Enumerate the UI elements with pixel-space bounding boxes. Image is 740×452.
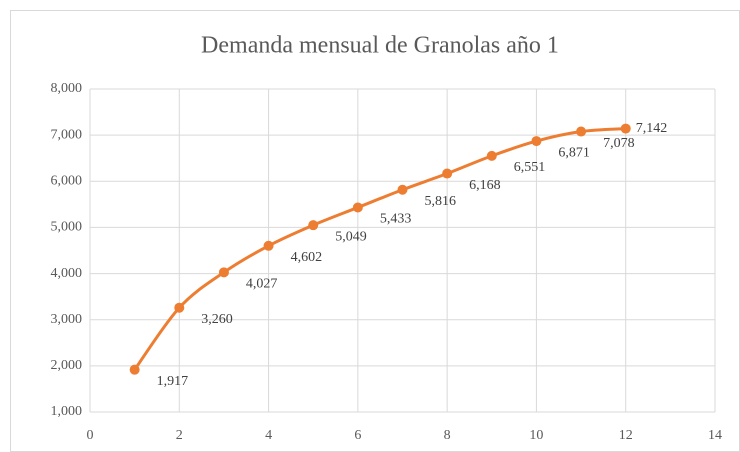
data-point	[576, 126, 587, 137]
data-label: 5,433	[380, 212, 412, 227]
data-point	[352, 202, 363, 213]
data-point	[620, 123, 631, 134]
x-tick-label: 14	[708, 428, 722, 443]
data-label: 1,917	[157, 374, 189, 389]
data-label: 7,142	[636, 121, 668, 136]
x-tick-label: 2	[176, 428, 183, 443]
data-point	[263, 240, 274, 251]
y-tick-label: 6,000	[51, 174, 83, 189]
data-label: 5,049	[335, 229, 367, 244]
data-point	[397, 184, 408, 195]
x-tick-label: 6	[354, 428, 361, 443]
x-tick-label: 8	[444, 428, 451, 443]
data-label: 6,168	[469, 178, 501, 193]
y-tick-label: 2,000	[51, 358, 83, 373]
y-tick-label: 3,000	[51, 312, 83, 327]
y-tick-label: 7,000	[51, 127, 83, 142]
data-point	[218, 267, 229, 278]
x-tick-label: 10	[529, 428, 543, 443]
data-label: 6,871	[558, 145, 590, 160]
data-label: 3,260	[201, 312, 233, 327]
chart-title: Demanda mensual de Granolas año 1	[201, 33, 559, 59]
data-label: 5,816	[425, 194, 457, 209]
y-tick-label: 8,000	[51, 81, 83, 96]
data-point	[531, 136, 542, 147]
data-label: 4,027	[246, 277, 278, 292]
chart-border	[10, 10, 740, 452]
y-tick-label: 1,000	[51, 404, 83, 419]
data-point	[486, 150, 497, 161]
data-point	[129, 364, 140, 375]
x-tick-label: 12	[619, 428, 633, 443]
y-tick-label: 5,000	[51, 220, 83, 235]
data-label: 6,551	[514, 160, 546, 175]
data-point	[308, 220, 319, 231]
y-tick-label: 4,000	[51, 266, 83, 281]
data-label: 4,602	[291, 250, 323, 265]
data-label: 7,078	[603, 136, 635, 151]
data-point	[442, 168, 453, 179]
x-tick-label: 4	[265, 428, 272, 443]
data-point	[174, 302, 185, 313]
x-tick-label: 0	[87, 428, 94, 443]
